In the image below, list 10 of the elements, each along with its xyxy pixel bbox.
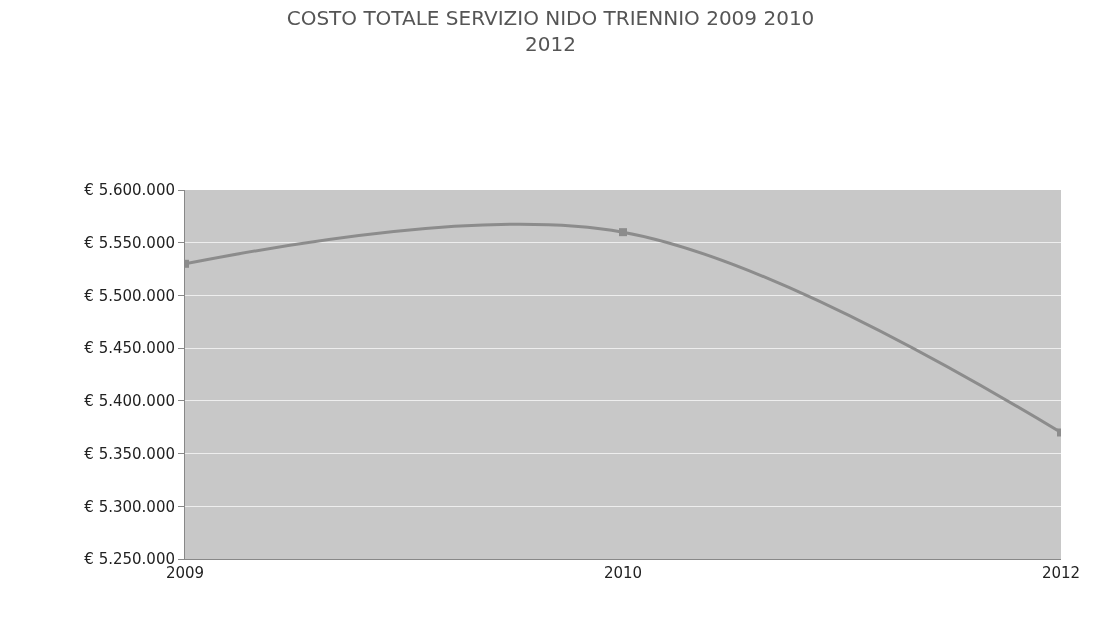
y-tick-label: € 5.400.000 [84,392,175,411]
y-tick-label: € 5.350.000 [84,444,175,463]
y-tick-label: € 5.600.000 [84,181,175,200]
x-tick-label: 2010 [603,564,643,582]
y-tick-label: € 5.300.000 [84,497,175,516]
y-tick-label: € 5.450.000 [84,339,175,358]
chart-title: COSTO TOTALE SERVIZIO NIDO TRIENNIO 2009 2010 2012 [286,6,815,57]
x-tick-label: 2012 [1041,564,1081,582]
y-tick-label: € 5.550.000 [84,233,175,252]
y-tick-label: € 5.500.000 [84,286,175,305]
